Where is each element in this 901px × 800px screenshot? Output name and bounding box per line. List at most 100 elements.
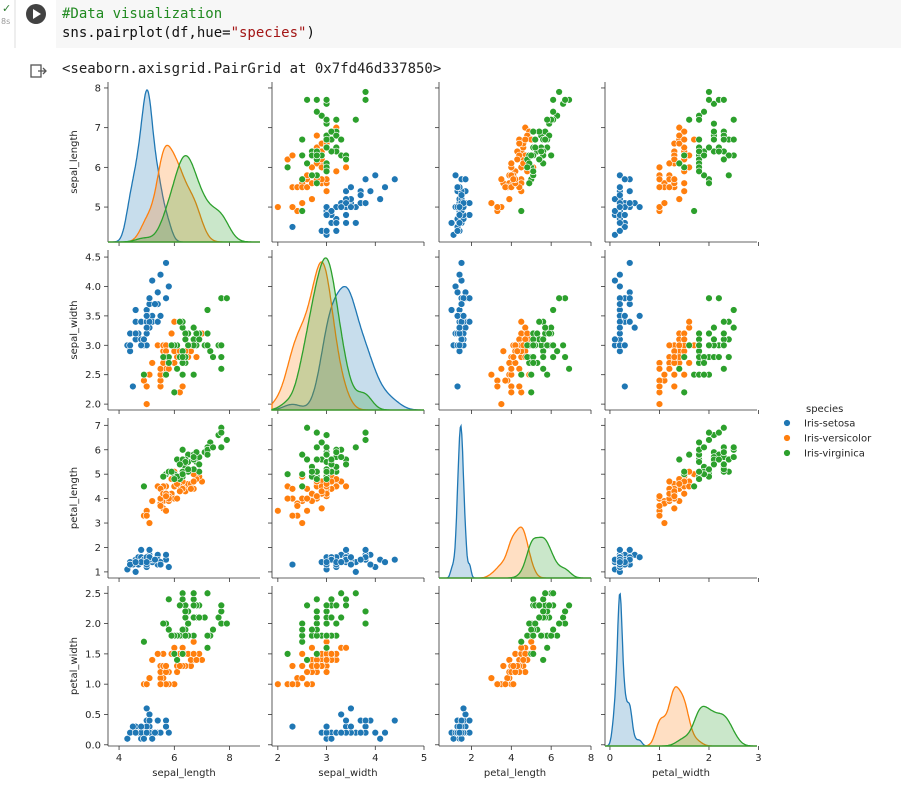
scatter-point <box>695 341 703 349</box>
scatter-point <box>140 735 148 743</box>
run-button[interactable] <box>26 4 46 24</box>
scatter-point <box>549 589 557 597</box>
scatter-point <box>347 560 355 569</box>
scatter-point <box>308 163 316 172</box>
scatter-point <box>371 171 379 180</box>
scatter-point <box>342 644 350 652</box>
scatter-point <box>313 443 321 452</box>
scatter-point <box>162 294 170 302</box>
x-tick-label: 6 <box>171 753 177 764</box>
scatter-point <box>493 203 502 211</box>
scatter-point <box>611 207 619 215</box>
scatter-point <box>531 135 539 144</box>
scatter-point <box>274 203 282 211</box>
scatter-point <box>525 179 533 187</box>
scatter-point <box>461 175 470 183</box>
scatter-point <box>665 477 674 486</box>
scatter-point <box>148 656 156 664</box>
scatter-point <box>142 512 151 520</box>
scatter-point <box>529 167 537 176</box>
scatter-point <box>283 163 292 172</box>
scatter-point <box>137 546 145 554</box>
kde-area <box>271 257 424 411</box>
scatter-point <box>217 341 226 349</box>
scatter-point <box>352 568 360 576</box>
scatter-point <box>192 353 201 361</box>
scatter-point <box>710 460 718 469</box>
scatter-point <box>720 155 728 164</box>
scatter-point <box>131 728 140 737</box>
scatter-point <box>710 323 718 332</box>
scatter-point <box>162 722 170 731</box>
scatter-point <box>670 492 679 500</box>
scatter-point <box>288 680 297 688</box>
scatter-point <box>621 175 629 183</box>
scatter-point <box>342 716 350 725</box>
scatter-point <box>337 203 345 211</box>
output-icon[interactable] <box>30 64 47 78</box>
scatter-point <box>322 167 331 176</box>
scatter-point <box>303 494 311 503</box>
scatter-point <box>611 231 619 239</box>
scatter-point <box>730 306 738 314</box>
scatter-point <box>549 341 557 349</box>
scatter-point <box>621 223 629 231</box>
scatter-point <box>381 183 389 191</box>
scatter-point <box>535 155 543 164</box>
code-cell <box>56 0 901 48</box>
scatter-point <box>317 504 326 513</box>
y-axis-label: sepal_width <box>69 300 80 359</box>
scatter-point <box>145 318 154 326</box>
scatter-point <box>541 323 549 332</box>
scatter-point <box>178 625 187 634</box>
scatter-point <box>547 631 555 640</box>
scatter-point <box>327 127 336 136</box>
scatter-point <box>720 365 728 373</box>
scatter-point <box>455 271 464 279</box>
scatter-point <box>705 329 713 338</box>
y-tick-label: 6 <box>95 445 101 456</box>
scatter-point <box>361 88 370 96</box>
scatter-point <box>342 155 350 164</box>
scatter-point <box>361 436 370 444</box>
scatter-point <box>616 300 624 308</box>
scatter-point <box>565 601 573 610</box>
scatter-point <box>303 183 311 191</box>
x-tick-label: 5 <box>421 753 427 764</box>
scatter-point <box>376 195 384 203</box>
y-tick-label: 3.0 <box>85 341 101 352</box>
scatter-point <box>371 728 379 737</box>
scatter-point <box>313 607 321 616</box>
scatter-point <box>140 371 148 379</box>
scatter-point <box>680 371 688 379</box>
scatter-point <box>129 722 137 731</box>
y-tick-label: 0.0 <box>85 740 101 751</box>
kde-area <box>439 536 591 579</box>
scatter-point <box>685 450 693 459</box>
scatter-point <box>537 147 545 156</box>
scatter-point <box>700 171 708 180</box>
scatter-point <box>298 151 306 160</box>
scatter-point <box>670 175 679 183</box>
x-tick-label: 2 <box>468 753 474 764</box>
scatter-point <box>695 135 703 144</box>
y-tick-label: 2.5 <box>85 589 101 600</box>
scatter-point <box>720 448 728 456</box>
scatter-point <box>497 365 506 373</box>
scatter-point <box>342 601 350 610</box>
scatter-point <box>337 135 345 144</box>
scatter-point <box>626 546 634 554</box>
scatter-point <box>154 318 162 326</box>
scatter-point <box>655 502 664 510</box>
legend-marker <box>783 449 791 457</box>
scatter-point <box>165 595 173 604</box>
scatter-point <box>322 475 331 483</box>
scatter-point <box>332 619 341 628</box>
scatter-point <box>459 704 468 713</box>
scatter-point <box>178 382 187 391</box>
scatter-point <box>303 424 311 432</box>
scatter-point <box>298 662 306 670</box>
scatter-point <box>549 96 557 104</box>
scatter-point <box>616 191 624 199</box>
scatter-point <box>455 323 464 332</box>
